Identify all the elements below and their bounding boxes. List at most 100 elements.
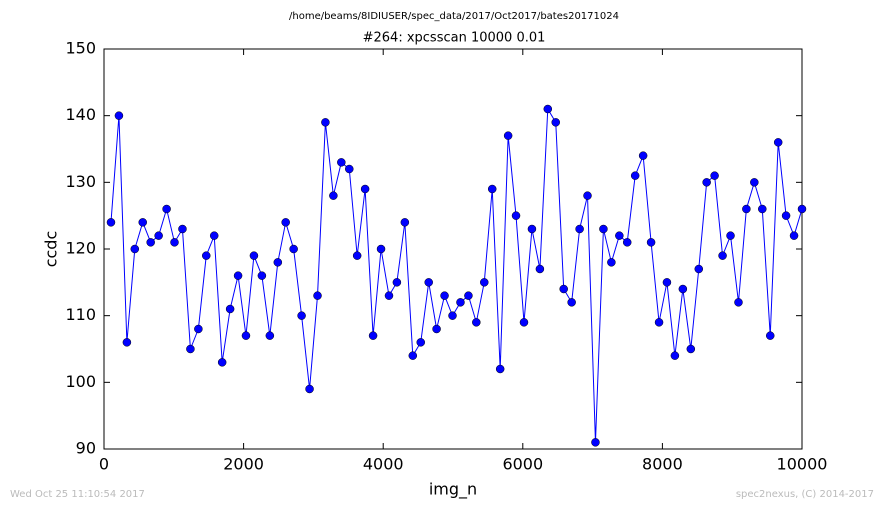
data-point bbox=[162, 204, 171, 214]
data-point bbox=[392, 278, 402, 287]
data-point bbox=[170, 238, 179, 247]
y-tick-label: 100 bbox=[65, 372, 96, 391]
data-point bbox=[559, 284, 568, 294]
y-tick-label: 140 bbox=[65, 105, 96, 124]
data-point bbox=[400, 218, 410, 227]
suptitle: /home/beams/8IDIUSER/spec_data/2017/Oct2… bbox=[289, 11, 619, 22]
data-point bbox=[511, 211, 521, 220]
x-tick-label: 2000 bbox=[223, 455, 264, 474]
chart-title: #264: xpcsscan 10000 0.01 bbox=[363, 31, 546, 46]
data-point bbox=[487, 184, 497, 194]
data-point bbox=[567, 298, 576, 307]
data-point bbox=[519, 318, 529, 327]
data-point bbox=[535, 264, 545, 274]
x-tick-label: 4000 bbox=[363, 455, 404, 474]
footer-left: Wed Oct 25 11:10:54 2017 bbox=[10, 489, 145, 500]
data-point bbox=[106, 218, 116, 227]
data-point bbox=[432, 324, 441, 334]
footer-right: spec2nexus, (C) 2014-2017 bbox=[736, 489, 874, 500]
data-point bbox=[495, 364, 505, 374]
data-point bbox=[575, 224, 584, 234]
data-point bbox=[178, 224, 187, 234]
data-point bbox=[480, 278, 489, 287]
data-point bbox=[472, 318, 481, 327]
x-tick-label: 6000 bbox=[502, 455, 543, 474]
x-tick-label: 10000 bbox=[777, 455, 828, 474]
y-axis-label: ccdc bbox=[42, 231, 61, 268]
data-point bbox=[321, 118, 330, 127]
data-point bbox=[630, 171, 640, 180]
data-point bbox=[607, 258, 616, 267]
y-tick-label: 90 bbox=[76, 439, 96, 458]
data-point bbox=[114, 111, 124, 120]
data-point bbox=[313, 291, 322, 300]
y-tick-label: 120 bbox=[65, 239, 96, 258]
data-point bbox=[726, 231, 735, 240]
data-point bbox=[797, 204, 807, 214]
x-axis-label: img_n bbox=[429, 480, 477, 500]
data-point bbox=[646, 238, 656, 247]
data-point bbox=[599, 224, 608, 234]
data-point bbox=[146, 238, 155, 247]
data-point bbox=[456, 298, 465, 307]
data-point bbox=[217, 358, 227, 367]
x-tick-label: 8000 bbox=[642, 455, 683, 474]
data-point bbox=[384, 291, 394, 300]
data-point bbox=[638, 151, 648, 160]
data-point bbox=[591, 438, 600, 447]
data-point bbox=[718, 251, 727, 260]
data-point bbox=[678, 284, 688, 294]
data-point bbox=[305, 384, 314, 394]
data-point bbox=[694, 264, 704, 274]
data-point bbox=[773, 138, 783, 147]
data-point bbox=[297, 311, 306, 320]
data-point bbox=[154, 231, 163, 240]
data-point bbox=[249, 251, 259, 260]
data-point bbox=[202, 251, 211, 260]
data-point bbox=[765, 331, 775, 340]
data-point bbox=[368, 331, 378, 340]
data-point bbox=[543, 104, 553, 114]
data-point bbox=[702, 178, 711, 187]
data-point bbox=[750, 178, 759, 187]
data-point bbox=[408, 351, 418, 360]
data-point bbox=[789, 231, 799, 240]
data-point bbox=[257, 271, 267, 280]
data-point bbox=[710, 171, 719, 180]
data-point bbox=[416, 338, 426, 347]
data-point bbox=[194, 324, 203, 334]
y-tick-label: 130 bbox=[65, 172, 96, 191]
data-point bbox=[241, 331, 251, 340]
data-point bbox=[615, 231, 624, 240]
data-point bbox=[345, 164, 354, 174]
data-point bbox=[662, 278, 672, 287]
data-point bbox=[686, 344, 696, 354]
data-point bbox=[670, 351, 680, 360]
data-point bbox=[464, 291, 473, 300]
data-point bbox=[781, 211, 791, 220]
data-point bbox=[551, 118, 560, 127]
data-point bbox=[654, 318, 664, 327]
data-point bbox=[583, 191, 592, 200]
data-point bbox=[503, 131, 513, 140]
data-point bbox=[742, 204, 751, 214]
data-point bbox=[527, 224, 537, 234]
data-point bbox=[360, 184, 370, 194]
data-point bbox=[758, 204, 767, 214]
data-point bbox=[448, 311, 457, 320]
data-point bbox=[186, 344, 195, 354]
data-point bbox=[734, 298, 743, 307]
data-point bbox=[352, 251, 362, 260]
data-point bbox=[138, 218, 147, 227]
data-point bbox=[424, 278, 433, 287]
data-point bbox=[376, 244, 386, 254]
data-point bbox=[289, 244, 298, 254]
y-tick-label: 110 bbox=[65, 305, 96, 324]
data-point bbox=[265, 331, 275, 340]
data-point bbox=[440, 291, 449, 300]
data-point bbox=[122, 338, 132, 347]
data-point bbox=[225, 304, 235, 314]
data-point bbox=[329, 191, 338, 200]
x-tick-label: 0 bbox=[99, 455, 109, 474]
